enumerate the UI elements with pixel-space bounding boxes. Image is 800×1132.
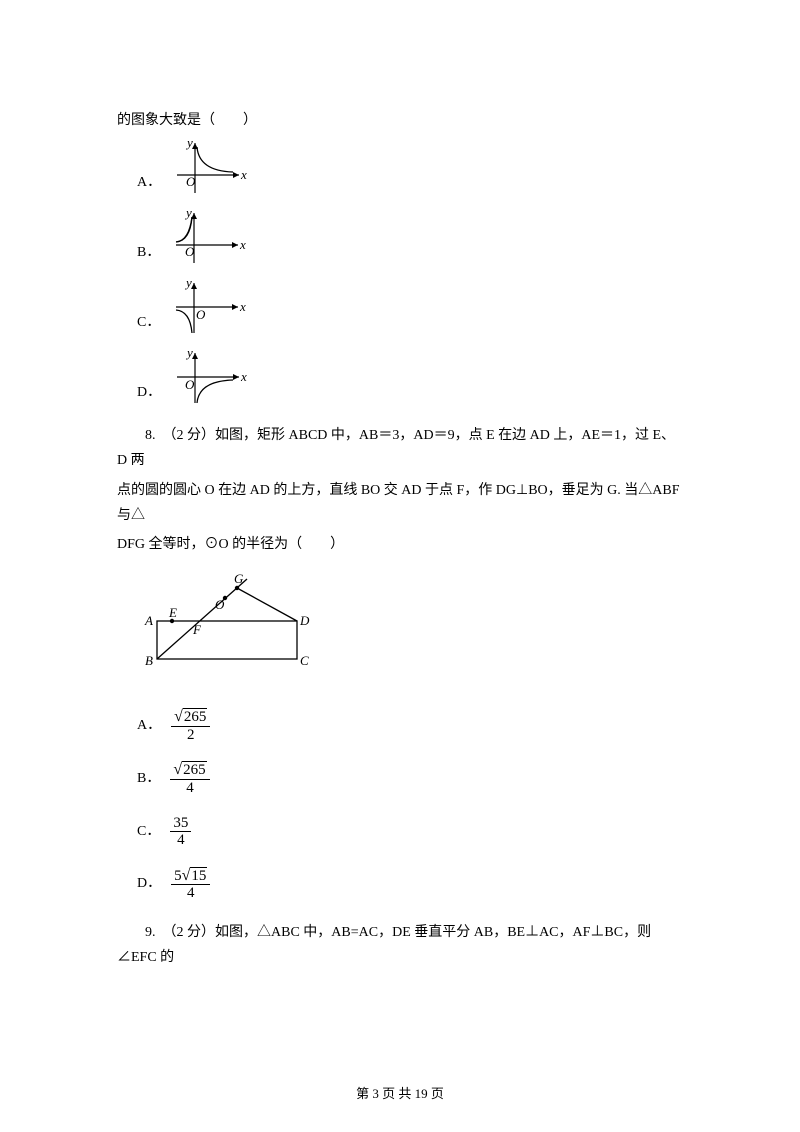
svg-text:C: C: [300, 653, 309, 668]
q8-option-b: B． √265 4: [137, 761, 683, 796]
q8-line2: 点的圆的圆心 O 在边 AD 的上方，直线 BO 交 AD 于点 F，作 DG⊥…: [117, 478, 683, 528]
svg-text:y: y: [185, 137, 193, 150]
q8-a-label: A．: [137, 713, 161, 738]
svg-text:y: y: [184, 207, 192, 220]
graph-option-b: B． x y O: [137, 207, 683, 269]
svg-text:G: G: [234, 571, 244, 586]
svg-text:y: y: [185, 347, 193, 360]
q8-option-d: D． 5√15 4: [137, 867, 683, 902]
svg-text:x: x: [240, 167, 247, 182]
svg-text:O: O: [215, 597, 225, 612]
svg-text:O: O: [185, 244, 195, 259]
svg-text:y: y: [184, 277, 192, 290]
graph-b-svg: x y O: [168, 207, 246, 269]
graph-option-a: A． x y O: [137, 137, 683, 199]
svg-text:O: O: [186, 174, 196, 189]
q8-line3: DFG 全等时，⊙O 的半径为（ ）: [117, 532, 683, 557]
q8-d-label: D．: [137, 871, 161, 896]
q8-c-label: C．: [137, 819, 160, 844]
svg-text:D: D: [299, 613, 310, 628]
svg-text:E: E: [168, 605, 177, 620]
svg-text:x: x: [240, 369, 247, 384]
q9-line1: 9. （2 分）如图，△ABC 中，AB=AC，DE 垂直平分 AB，BE⊥AC…: [117, 920, 683, 970]
q8-diagram: A B C D E F G O: [137, 571, 683, 690]
graph-d-svg: x y O: [169, 347, 247, 409]
q8-option-a: A． √265 2: [137, 708, 683, 743]
intro-text: 的图象大致是（ ）: [117, 108, 683, 133]
svg-text:F: F: [192, 622, 202, 637]
graph-option-c: C． x y O: [137, 277, 683, 339]
graph-c-svg: x y O: [168, 277, 246, 339]
q8-line1: 8. （2 分）如图，矩形 ABCD 中，AB＝3，AD＝9，点 E 在边 AD…: [117, 423, 683, 473]
svg-text:A: A: [144, 613, 153, 628]
option-b-label: B．: [137, 240, 160, 269]
svg-text:B: B: [145, 653, 153, 668]
q8-b-label: B．: [137, 766, 160, 791]
svg-text:x: x: [239, 237, 246, 252]
option-c-label: C．: [137, 310, 160, 339]
q8-option-c: C． 35 4: [137, 815, 683, 849]
option-a-label: A．: [137, 170, 161, 199]
svg-text:O: O: [185, 377, 195, 392]
svg-text:O: O: [196, 307, 206, 322]
svg-text:x: x: [239, 299, 246, 314]
graph-option-d: D． x y O: [137, 347, 683, 409]
page-footer: 第 3 页 共 19 页: [0, 1083, 800, 1102]
graph-a-svg: x y O: [169, 137, 247, 199]
option-d-label: D．: [137, 380, 161, 409]
